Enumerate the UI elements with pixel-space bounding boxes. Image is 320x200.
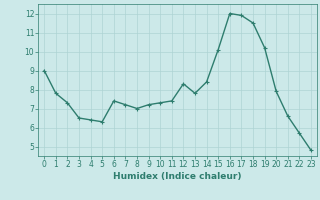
X-axis label: Humidex (Indice chaleur): Humidex (Indice chaleur) bbox=[113, 172, 242, 181]
